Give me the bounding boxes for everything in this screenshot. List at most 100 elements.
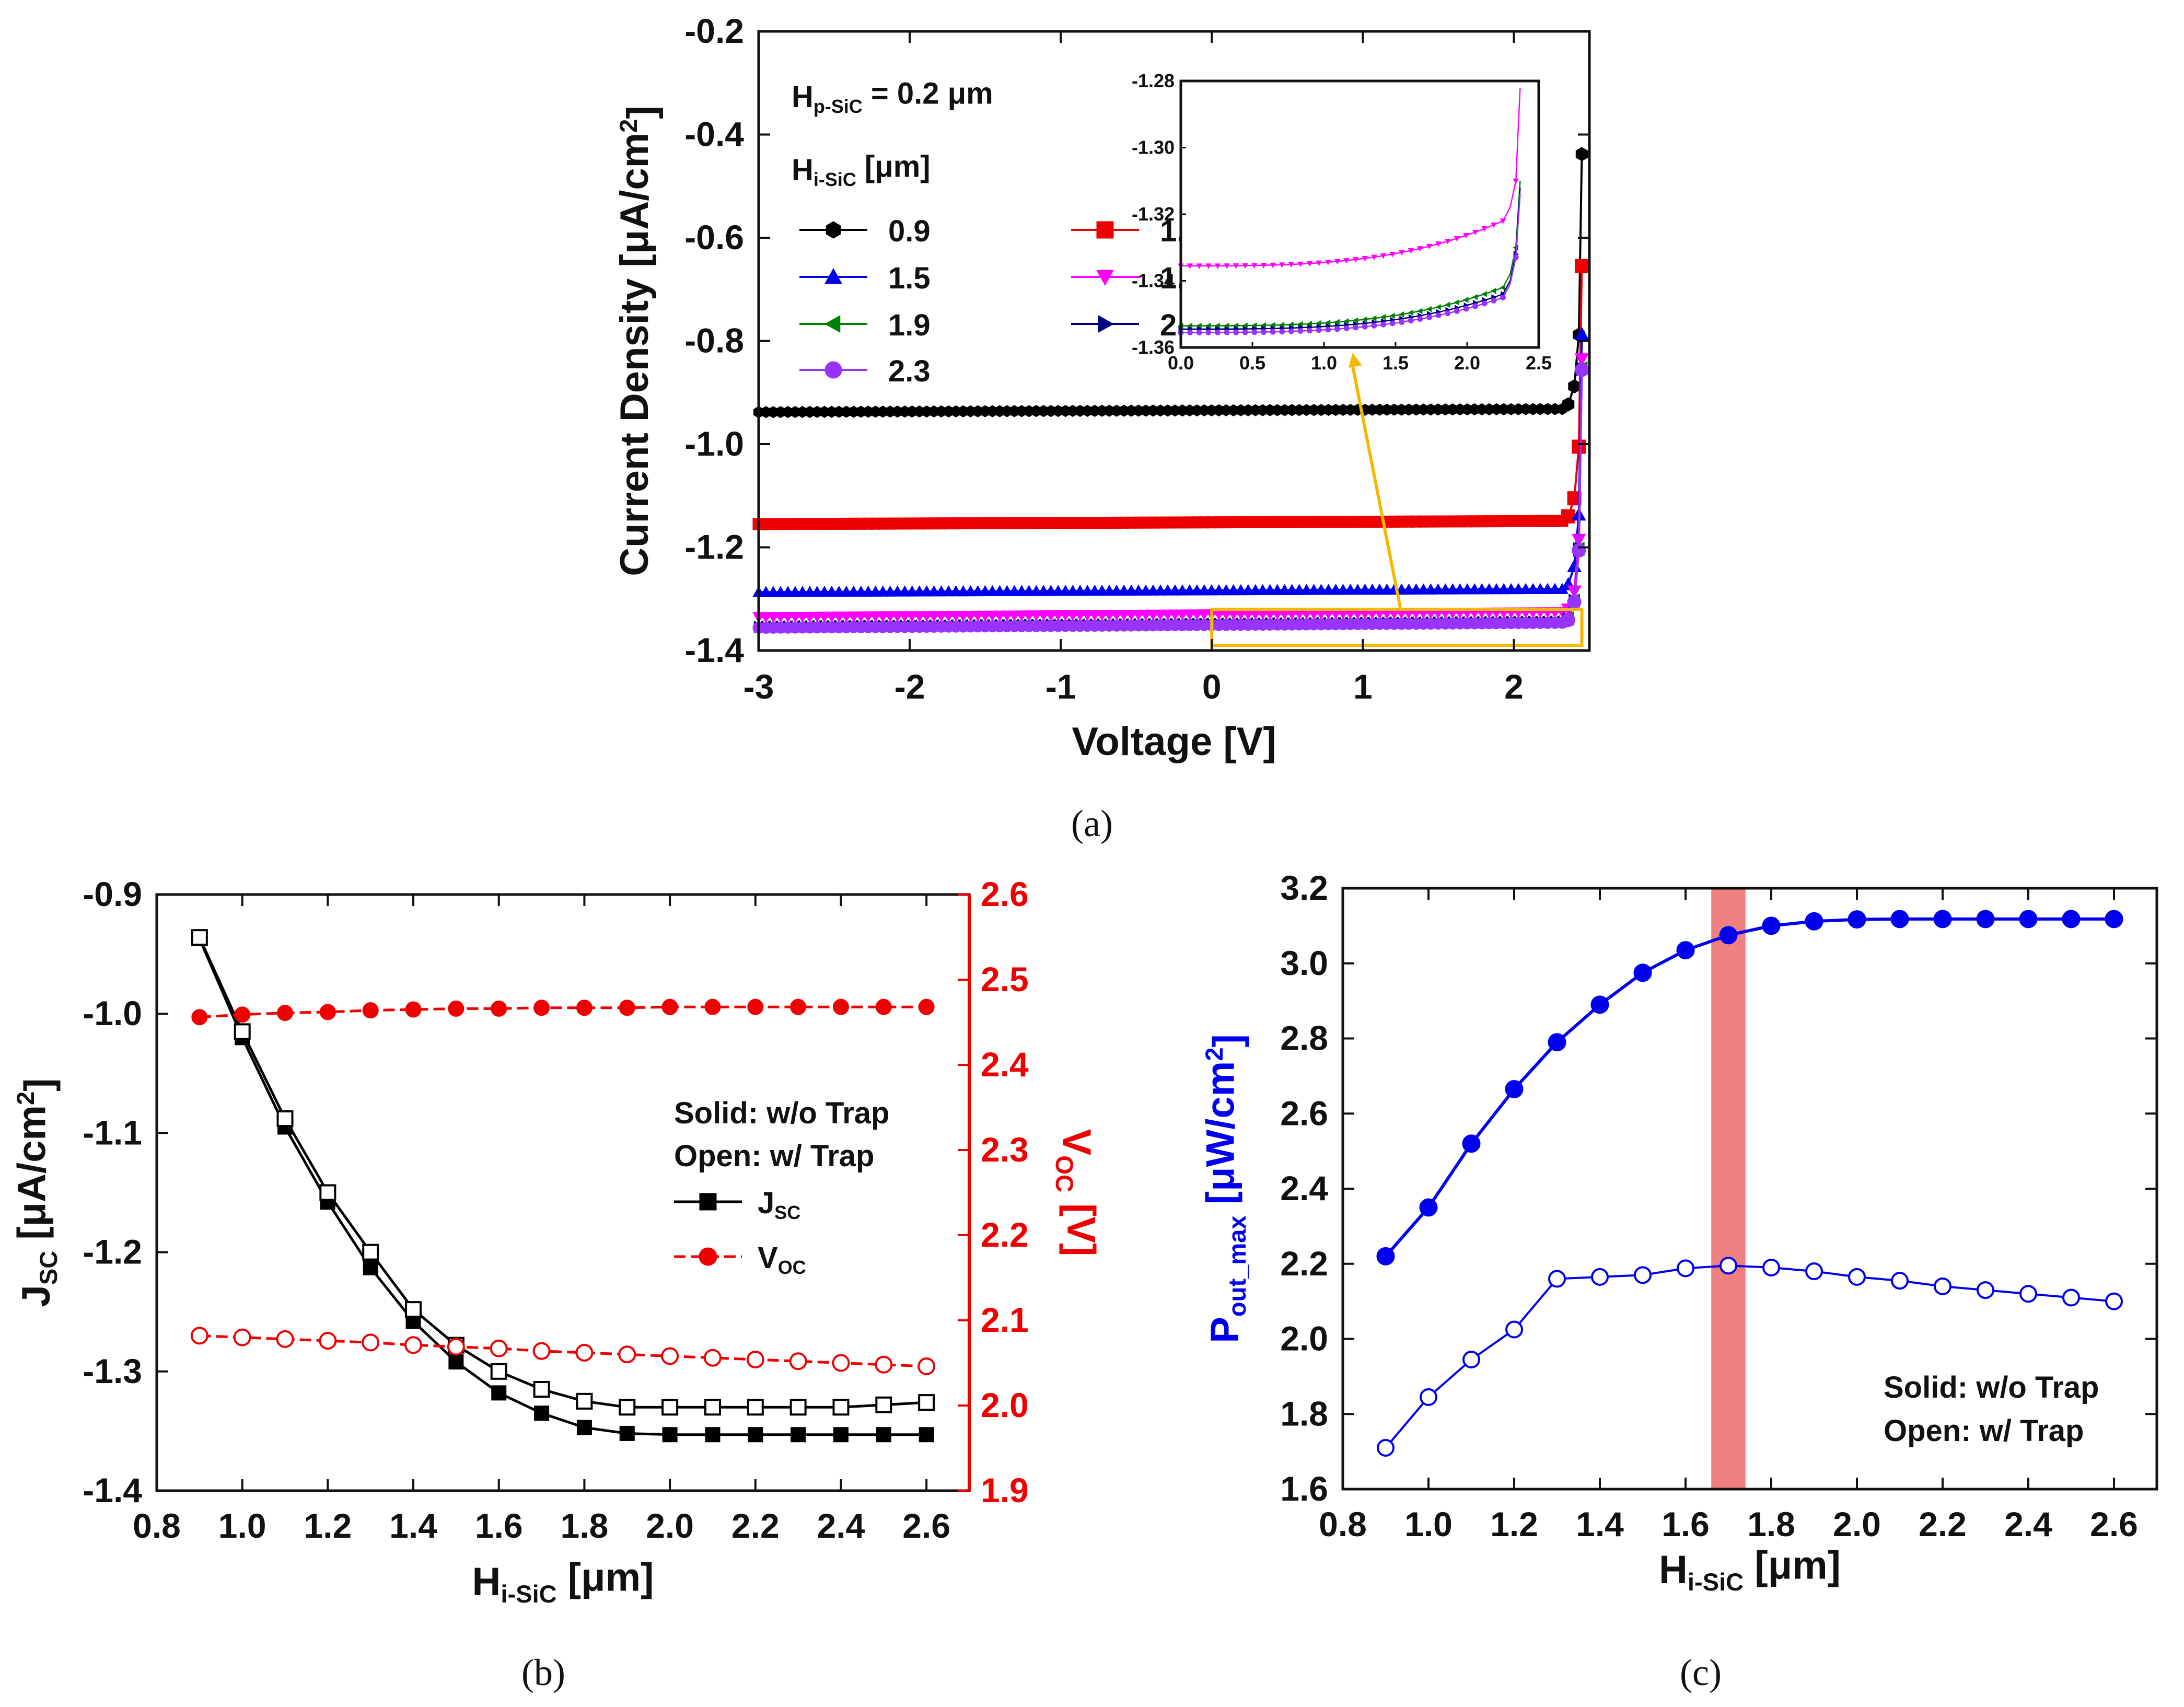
series-marker-Voc (w/ Trap)	[575, 1343, 594, 1362]
series-marker-Jsc (w/o Trap)	[705, 1427, 721, 1443]
series-marker-Jsc (w/ Trap)	[276, 1110, 294, 1128]
inset-marker	[1380, 314, 1386, 320]
chart-b-xtick-label: 2.4	[817, 1506, 865, 1545]
chart-a-xtick-label: 0	[1202, 667, 1222, 706]
chart-b-xtick-label: 1.0	[218, 1506, 266, 1545]
series-marker-Voc (w/ Trap)	[190, 1327, 208, 1345]
chart-a-legend-title: Hi-SiC [μm]	[792, 149, 931, 190]
caption-b: (b)	[521, 1652, 565, 1693]
series-marker-Jsc (w/o Trap)	[576, 1420, 592, 1435]
series-marker-Pout_max (w/o Trap)	[1633, 963, 1652, 982]
chart-a-x-axis-label: Voltage [V]	[1072, 719, 1276, 764]
inset-marker	[1242, 322, 1248, 329]
inset-xtick-label: 0.5	[1239, 352, 1265, 374]
chart-c-legend-open: Open: w/ Trap	[1884, 1414, 2084, 1448]
series-marker-Jsc (w/o Trap)	[662, 1427, 678, 1443]
series-marker-Jsc (w/ Trap)	[619, 1399, 636, 1416]
series-marker-Jsc (w/ Trap)	[576, 1392, 593, 1410]
inset-marker	[1214, 263, 1221, 269]
series-marker-Voc (w/ Trap)	[746, 1350, 764, 1368]
inset-marker	[1454, 308, 1460, 314]
legend-marker-1.2	[1096, 221, 1114, 239]
inset-marker	[1389, 320, 1396, 327]
series-marker-Pout_max (w/o Trap)	[1676, 941, 1695, 960]
inset-marker	[1306, 320, 1312, 327]
chart-c-ytick-label: 2.6	[1280, 1094, 1328, 1132]
inset-marker	[1362, 316, 1367, 323]
chart-b-y-axis-label-right: VOC [V]	[1051, 1129, 1103, 1257]
inset-marker	[1279, 329, 1285, 335]
chart-b-ytick-label-right: 1.9	[981, 1471, 1029, 1509]
chart-b-xtick-label: 0.8	[133, 1506, 181, 1545]
series-marker-Jsc (w/ Trap)	[234, 1023, 251, 1040]
series-marker-Pout_max (w/ Trap)	[2105, 1292, 2123, 1310]
inset-marker	[1408, 248, 1414, 254]
chart-b-ytick-label: -1.0	[83, 994, 142, 1032]
zoom-arrow	[1351, 365, 1402, 608]
chart-a-ytick-label: -0.4	[684, 115, 744, 154]
chart-b-xtick-label: 1.8	[561, 1506, 609, 1545]
series-marker-Pout_max (w/ Trap)	[1848, 1268, 1866, 1286]
series-marker-Pout_max (w/ Trap)	[1548, 1270, 1566, 1288]
chart-c-xtick-label: 1.2	[1490, 1505, 1538, 1543]
series-marker-Pout_max (w/ Trap)	[1634, 1266, 1652, 1284]
series-marker-Jsc (w/o Trap)	[833, 1427, 849, 1443]
inset-xtick-label: 2.0	[1454, 352, 1480, 374]
inset-marker	[1334, 319, 1340, 326]
series-marker-Pout_max (w/o Trap)	[1762, 916, 1781, 935]
zoom-arrow-head	[1348, 353, 1362, 368]
series-marker-Jsc (w/ Trap)	[661, 1399, 679, 1416]
legend-marker-voc	[699, 1247, 717, 1266]
inset-marker	[1242, 329, 1248, 335]
chart-b-ytick-label: -0.9	[83, 875, 142, 913]
series-marker-Voc (w/o Trap)	[790, 998, 807, 1015]
legend-label-2.3: 2.3	[888, 354, 931, 388]
inset-marker	[1481, 300, 1488, 307]
chart-b-ytick-label-right: 2.2	[981, 1215, 1029, 1254]
inset-marker	[1187, 322, 1193, 329]
inset-marker	[1491, 297, 1497, 304]
series-marker-Jsc (w/ Trap)	[191, 929, 208, 946]
inset-xtick-label: 1.5	[1383, 352, 1409, 374]
series-marker-Jsc (w/ Trap)	[832, 1399, 850, 1416]
series-marker-Voc (w/ Trap)	[618, 1345, 636, 1364]
inset-marker	[1389, 312, 1395, 319]
chart-a-xtick-label: -3	[744, 667, 774, 706]
chart-b-ytick-label-right: 2.6	[981, 875, 1029, 913]
series-marker-2.3	[1561, 613, 1576, 628]
series-marker-Voc (w/ Trap)	[362, 1333, 380, 1352]
inset-marker	[1463, 306, 1469, 312]
chart-c-pout-vs-thickness: 0.8 1.0 1.2 1.4 1.6 1.8 2.0 2.2 2.4 2.6 1.6 1.8 2.0 2…	[1198, 868, 2158, 1596]
series-marker-1.2	[1561, 509, 1576, 524]
series-marker-0.9	[1575, 147, 1588, 161]
legend-marker-jsc	[699, 1193, 717, 1211]
inset-xtick-label: 2.5	[1526, 352, 1552, 374]
inset-marker	[1288, 321, 1294, 328]
series-marker-Pout_max (w/o Trap)	[2062, 910, 2081, 928]
zoom-region-box	[1210, 608, 1584, 647]
series-marker-Voc (w/o Trap)	[704, 998, 721, 1015]
chart-a-xtick-label: 2	[1504, 667, 1524, 706]
legend-label-voc: VOC	[758, 1241, 806, 1278]
series-marker-Jsc (w/ Trap)	[405, 1301, 422, 1318]
series-marker-Voc (w/ Trap)	[875, 1355, 893, 1374]
series-marker-Jsc (w/o Trap)	[791, 1427, 806, 1443]
inset-marker	[1371, 254, 1377, 261]
inset-marker	[1297, 321, 1303, 328]
inset-marker	[1260, 322, 1267, 329]
chart-c-ytick-label: 2.0	[1280, 1319, 1328, 1358]
series-marker-Voc (w/o Trap)	[875, 998, 892, 1015]
chart-b-ytick-label-right: 2.1	[981, 1300, 1029, 1339]
series-marker-Voc (w/ Trap)	[917, 1357, 936, 1376]
series-marker-0.9	[1568, 379, 1581, 393]
chart-b-xtick-label: 2.2	[731, 1506, 780, 1545]
legend-marker-1.5	[824, 268, 842, 284]
chart-a-ytick-label: -0.2	[684, 11, 744, 50]
inset-marker	[1408, 318, 1414, 324]
inset-marker	[1325, 260, 1331, 265]
chart-b-ytick-label-right: 2.5	[981, 960, 1029, 998]
chart-c-xtick-label: 2.4	[2004, 1505, 2052, 1543]
inset-marker	[1196, 263, 1203, 269]
series-marker-Pout_max (w/ Trap)	[1462, 1351, 1480, 1369]
